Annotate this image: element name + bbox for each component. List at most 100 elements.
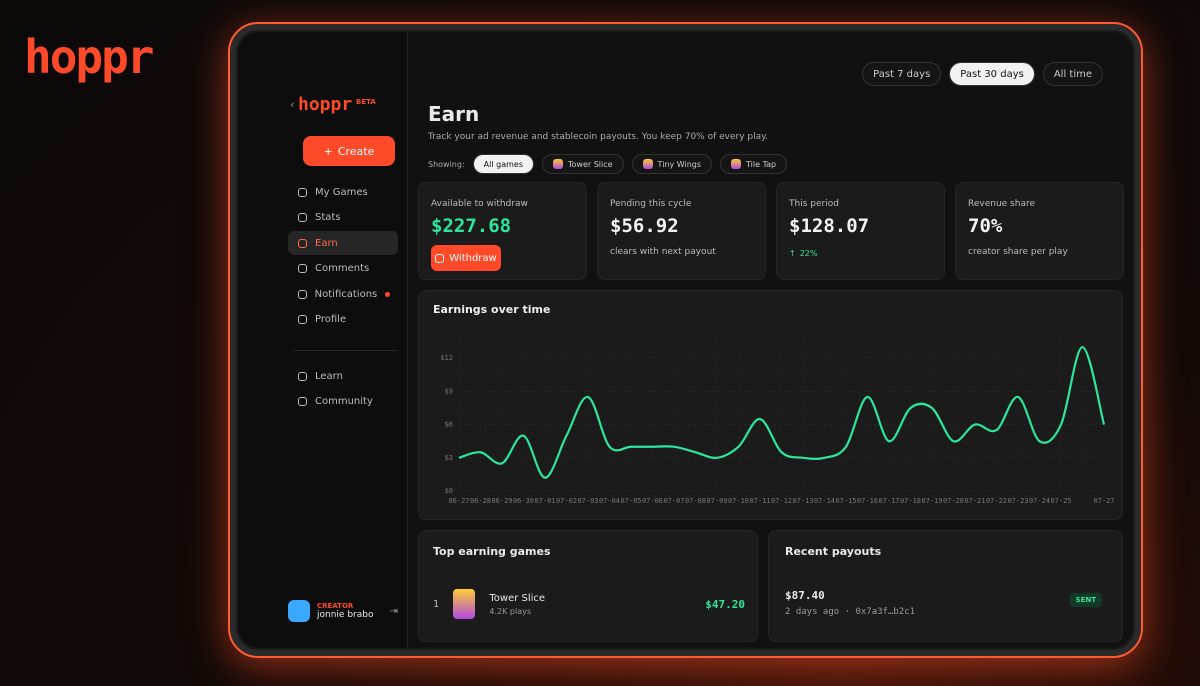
x-tick-label: 07-13 xyxy=(792,497,813,505)
chip-label: Tiny Wings xyxy=(657,159,702,169)
filter-chip[interactable]: Tower Slice xyxy=(541,154,624,174)
x-tick-label: 07-14 xyxy=(814,497,835,505)
game-icon xyxy=(731,159,742,169)
user-info: CREATOR jonnie brabo xyxy=(317,602,373,620)
filter-chip[interactable]: All games xyxy=(472,154,534,174)
x-tick-label: 07-08 xyxy=(685,497,706,505)
nav-label: Learn xyxy=(315,370,343,382)
earnings-line xyxy=(458,345,1106,479)
create-label: Create xyxy=(337,144,375,158)
y-tick-label: $9 xyxy=(445,387,453,395)
nav-label: Profile xyxy=(315,314,347,325)
chip-label: Tile Tap xyxy=(746,159,777,169)
game-icon xyxy=(642,159,653,169)
game-filters: Showing: All games Tower Slice Tiny Wings Ti… xyxy=(428,154,788,174)
x-tick-label: 07-10 xyxy=(728,497,749,505)
notification-dot xyxy=(385,291,390,297)
time-filter[interactable]: Past 7 days xyxy=(862,62,942,86)
nav-item[interactable]: Notifications xyxy=(288,282,398,306)
nav-item[interactable]: My Games xyxy=(288,180,398,204)
wallet-icon xyxy=(435,253,445,263)
x-tick-label: 07-24 xyxy=(1029,497,1050,505)
x-tick-label: 06-28 xyxy=(470,497,491,505)
payouts-title: Recent payouts xyxy=(785,545,882,558)
nav-icon xyxy=(298,187,307,197)
filter-chip[interactable]: Tile Tap xyxy=(720,154,788,174)
nav-item[interactable]: Community xyxy=(288,390,398,414)
nav-item[interactable]: Profile xyxy=(288,308,398,332)
game-amount: $47.20 xyxy=(705,597,745,611)
game-row[interactable]: 1 Tower Slice 4.2K plays $47.20 xyxy=(433,589,745,619)
time-filter[interactable]: All time xyxy=(1042,62,1103,86)
nav-item[interactable]: Stats xyxy=(288,206,398,230)
game-info: Tower Slice 4.2K plays xyxy=(489,593,545,616)
x-tick-label: 07-18 xyxy=(900,497,921,505)
x-tick-label: 07-22 xyxy=(986,497,1007,505)
card-value: $128.07 xyxy=(789,215,870,237)
user: CREATOR jonnie brabo ⇥ xyxy=(288,600,398,622)
nav-label: My Games xyxy=(315,186,368,198)
nav-icon xyxy=(298,371,307,381)
filter-chip[interactable]: Tiny Wings xyxy=(631,154,713,174)
stat-card: Available to withdraw $227.68 Withdraw xyxy=(418,182,587,280)
card-label: Pending this cycle xyxy=(610,199,692,209)
avatar xyxy=(288,600,310,622)
x-tick-label: 07-23 xyxy=(1007,497,1028,505)
nav-label: Community xyxy=(315,396,373,407)
nav-icon xyxy=(298,289,307,299)
x-tick-label: 07-05 xyxy=(620,497,641,505)
page-title: Earn xyxy=(428,102,480,126)
payout-amount: $87.40 xyxy=(785,589,825,602)
x-tick-label: 07-21 xyxy=(964,497,985,505)
page-subtitle: Track your ad revenue and stablecoin pay… xyxy=(428,132,769,142)
x-tick-label: 07-06 xyxy=(642,497,663,505)
x-tick-label: 06-29 xyxy=(491,497,512,505)
create-button[interactable]: + Create xyxy=(303,136,395,166)
stat-card: Revenue share 70% creator share per play xyxy=(955,182,1124,280)
x-tick-label: 07-25 xyxy=(1050,497,1071,505)
user-name: jonnie brabo xyxy=(317,610,374,620)
user-role: CREATOR xyxy=(317,602,354,610)
sidebar: ‹ hoppr BETA + Create My Games Stats Earn Co… xyxy=(238,32,408,648)
nav-label: Notifications xyxy=(314,288,378,300)
time-filter[interactable]: Past 30 days xyxy=(949,62,1035,86)
x-tick-label: 07-17 xyxy=(878,497,899,505)
y-tick-label: $3 xyxy=(445,454,453,462)
y-tick-label: $0 xyxy=(445,487,453,495)
nav-item[interactable]: Learn xyxy=(288,364,398,388)
stat-card: This period $128.07 ↑ 22% xyxy=(776,182,945,280)
nav-icon xyxy=(298,397,307,406)
y-tick-label: $12 xyxy=(440,354,453,362)
nav-label: Earn xyxy=(315,237,338,249)
x-tick-label: 07-12 xyxy=(771,497,792,505)
x-tick-label: 07-27 xyxy=(1093,497,1114,505)
change-value: 22% xyxy=(799,249,818,258)
payouts-panel: Recent payouts $87.40 2 days ago · 0x7a3… xyxy=(768,530,1123,642)
brand-logo: hoppr xyxy=(24,30,154,84)
x-tick-label: 06-27 xyxy=(448,497,469,505)
card-label: Revenue share xyxy=(968,199,1036,209)
x-tick-label: 07-04 xyxy=(599,497,620,505)
nav-item[interactable]: Earn xyxy=(288,231,398,255)
x-tick-label: 07-11 xyxy=(749,497,770,505)
y-tick-label: $6 xyxy=(445,421,453,429)
nav-icon xyxy=(298,315,307,324)
x-tick-label: 07-07 xyxy=(663,497,684,505)
card-change: ↑ 22% xyxy=(789,249,817,258)
nav-icon xyxy=(298,264,307,273)
nav-item[interactable]: Comments xyxy=(288,257,398,281)
back-icon[interactable]: ‹ xyxy=(290,98,295,111)
logout-icon[interactable]: ⇥ xyxy=(389,605,398,617)
game-name: Tower Slice xyxy=(489,592,546,604)
x-tick-label: 07-09 xyxy=(706,497,727,505)
card-value: 70% xyxy=(968,215,1003,237)
filter-label: Showing: xyxy=(428,159,465,169)
payout-status: SENT xyxy=(1069,593,1102,607)
chart-panel: Earnings over time $0 $3 $6 $9 $12 06-27 06-28… xyxy=(418,290,1123,520)
withdraw-button[interactable]: Withdraw xyxy=(431,245,501,271)
sidebar-logo: hoppr xyxy=(298,94,353,115)
game-thumb xyxy=(453,589,476,619)
button-label: Withdraw xyxy=(449,252,497,264)
nav-label: Stats xyxy=(315,212,341,223)
nav-icon xyxy=(298,238,307,248)
